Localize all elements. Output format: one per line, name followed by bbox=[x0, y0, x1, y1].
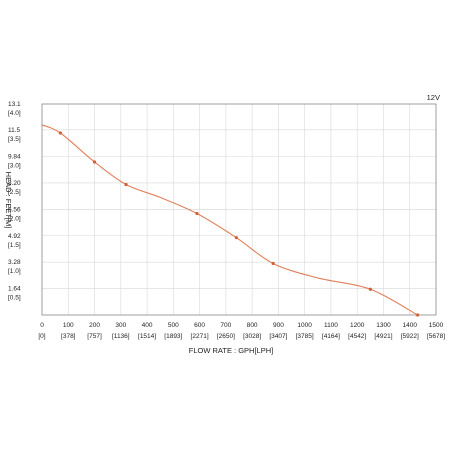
x-tick-label: 1500 bbox=[429, 322, 444, 329]
y-tick-sublabel: [0.5] bbox=[8, 295, 21, 302]
x-tick-sublabel: [5922] bbox=[401, 333, 419, 340]
x-tick-sublabel: [378] bbox=[61, 333, 76, 340]
x-tick-sublabel: [1893] bbox=[164, 333, 182, 340]
y-tick-label: 8.20 bbox=[8, 180, 21, 187]
x-tick-label: 400 bbox=[142, 322, 153, 329]
x-tick-sublabel: [1136] bbox=[112, 333, 130, 340]
x-tick-label: 1200 bbox=[350, 322, 365, 329]
y-axis-title: HEAD : FEET[M] bbox=[4, 172, 13, 229]
x-tick-sublabel: [0] bbox=[38, 333, 45, 340]
plot-frame bbox=[41, 103, 437, 316]
x-tick-label: 600 bbox=[194, 322, 205, 329]
y-tick-label: 11.5 bbox=[8, 127, 21, 134]
data-point bbox=[271, 261, 275, 266]
x-tick-sublabel: [3785] bbox=[296, 333, 314, 340]
data-point bbox=[416, 313, 420, 317]
y-tick-sublabel: [3.5] bbox=[8, 136, 21, 143]
x-tick-label: 700 bbox=[220, 322, 231, 329]
series-label: 12V bbox=[427, 93, 440, 102]
x-tick-label: 1000 bbox=[297, 322, 312, 329]
x-tick-label: 300 bbox=[115, 322, 126, 329]
x-axis-ticks: 0 [0] 100 [378] 200 [757] 300 [1136] 400 [1514] 50… bbox=[38, 322, 445, 340]
y-axis-ticks: 1.64 [0.5] 3.28 [1.0] 4.92 [1.5] 6.56 [2.0] 8.20… bbox=[8, 101, 21, 302]
y-tick-label: 3.28 bbox=[8, 259, 21, 266]
series-line-12v bbox=[41, 124, 418, 316]
x-tick-label: 900 bbox=[273, 322, 284, 329]
x-tick-label: 100 bbox=[63, 322, 74, 329]
y-tick-sublabel: [2.5] bbox=[8, 189, 21, 196]
x-tick-label: 1400 bbox=[402, 322, 417, 329]
data-point bbox=[234, 236, 238, 240]
x-tick-sublabel: [3028] bbox=[243, 333, 261, 340]
x-axis-title: FLOW RATE : GPH[LPH] bbox=[189, 346, 273, 355]
grid-lines bbox=[42, 104, 436, 315]
x-tick-label: 200 bbox=[89, 322, 100, 329]
x-tick-label: 1100 bbox=[324, 322, 338, 329]
x-tick-sublabel: [4164] bbox=[322, 333, 340, 340]
x-tick-sublabel: [2271] bbox=[191, 333, 209, 340]
x-tick-sublabel: [2650] bbox=[217, 333, 235, 340]
x-tick-label: 1300 bbox=[376, 322, 391, 329]
x-tick-label: 500 bbox=[168, 322, 179, 329]
data-point bbox=[124, 182, 128, 187]
y-tick-sublabel: [1.0] bbox=[8, 268, 21, 275]
x-tick-sublabel: [1514] bbox=[138, 333, 156, 340]
y-tick-sublabel: [2.0] bbox=[8, 215, 21, 222]
data-point bbox=[58, 131, 62, 135]
y-tick-label: 13.1 bbox=[8, 101, 21, 108]
y-tick-sublabel: [3.0] bbox=[8, 163, 21, 170]
data-point bbox=[195, 211, 199, 216]
y-tick-sublabel: [4.0] bbox=[8, 110, 21, 117]
y-tick-label: 4.92 bbox=[8, 233, 21, 240]
x-tick-sublabel: [4921] bbox=[374, 333, 392, 340]
data-point bbox=[92, 160, 97, 164]
y-tick-label: 9.84 bbox=[8, 154, 21, 161]
x-tick-sublabel: [5678] bbox=[427, 333, 445, 340]
x-tick-sublabel: [757] bbox=[87, 333, 102, 340]
data-point bbox=[368, 287, 372, 291]
series-markers bbox=[58, 131, 420, 317]
y-tick-label: 6.56 bbox=[8, 206, 21, 213]
x-tick-label: 0 bbox=[40, 322, 44, 329]
x-tick-label: 800 bbox=[247, 322, 258, 329]
x-tick-sublabel: [3407] bbox=[269, 333, 287, 340]
y-tick-label: 1.64 bbox=[8, 286, 21, 293]
y-tick-sublabel: [1.5] bbox=[8, 242, 21, 249]
x-tick-sublabel: [4542] bbox=[348, 333, 366, 340]
